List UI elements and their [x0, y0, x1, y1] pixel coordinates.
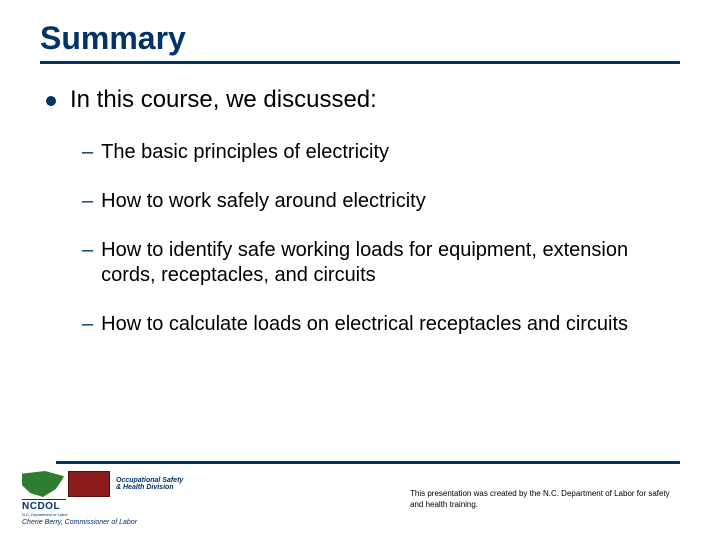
dash-icon: –	[82, 140, 93, 165]
logo-block: Occupational Safety & Health Division NC…	[22, 471, 222, 526]
sub-text: How to identify safe working loads for e…	[101, 238, 641, 288]
slide: Summary In this course, we discussed: – …	[0, 0, 720, 540]
list-item: – How to identify safe working loads for…	[40, 238, 680, 288]
nc-map-icon	[22, 471, 64, 497]
list-item: – How to work safely around electricity	[40, 189, 680, 214]
footer-divider	[56, 461, 680, 464]
badge-icon	[68, 471, 110, 497]
osh-division-label: Occupational Safety & Health Division	[116, 477, 183, 492]
dash-icon: –	[82, 312, 93, 337]
list-item: – The basic principles of electricity	[40, 140, 680, 165]
lead-text: In this course, we discussed:	[70, 86, 377, 114]
logo-graphics: Occupational Safety & Health Division	[22, 471, 222, 497]
commissioner-label: Cherie Berry, Commissioner of Labor	[22, 519, 222, 526]
slide-title: Summary	[40, 20, 680, 64]
bullet-icon	[46, 96, 56, 106]
dash-icon: –	[82, 238, 93, 263]
sub-text: The basic principles of electricity	[101, 140, 389, 165]
sub-text: How to work safely around electricity	[101, 189, 426, 214]
dept-label: N.C. Department of Labor	[22, 512, 222, 517]
sub-text: How to calculate loads on electrical rec…	[101, 312, 628, 337]
lead-row: In this course, we discussed:	[40, 86, 680, 114]
list-item: – How to calculate loads on electrical r…	[40, 312, 680, 337]
credit-text: This presentation was created by the N.C…	[410, 489, 680, 510]
ncdol-label: NCDOL	[22, 499, 66, 512]
dash-icon: –	[82, 189, 93, 214]
